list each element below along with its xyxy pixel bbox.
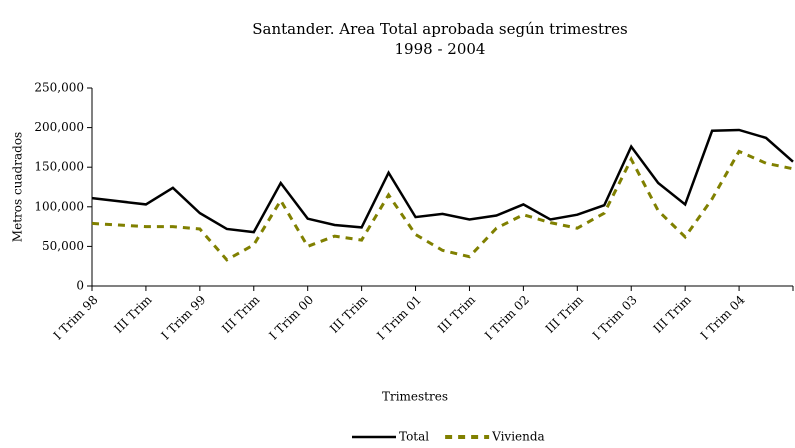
series-line — [91, 128, 794, 234]
series-line — [91, 149, 794, 262]
y-tick-label: 50,000 — [42, 239, 84, 253]
x-tick-label: III Trim — [543, 292, 587, 336]
y-tick-label: 100,000 — [34, 199, 84, 213]
x-tick-label: III Trim — [327, 292, 371, 336]
y-tick-label: 150,000 — [34, 160, 84, 174]
legend-label: Total — [399, 430, 429, 444]
x-tick-label: I Trim 99 — [159, 293, 209, 343]
x-tick-label: I Trim 98 — [51, 293, 101, 343]
x-tick-label: I Trim 00 — [266, 293, 316, 343]
chart-title: Santander. Area Total aprobada según tri… — [252, 20, 627, 38]
y-tick-label: 0 — [76, 279, 84, 293]
x-tick-label: I Trim 02 — [482, 293, 532, 343]
x-tick-label: I Trim 04 — [698, 292, 748, 342]
y-axis-label: Metros cuadrados — [11, 132, 25, 242]
y-tick-label: 250,000 — [34, 81, 84, 95]
y-tick-label: 200,000 — [34, 120, 84, 134]
x-tick-label: III Trim — [435, 292, 479, 336]
x-tick-label: III Trim — [651, 292, 695, 336]
x-tick-label: I Trim 01 — [374, 293, 424, 343]
x-tick-label: III Trim — [219, 292, 263, 336]
legend-label: Vivienda — [491, 430, 545, 444]
x-axis-label: Trimestres — [382, 390, 448, 404]
x-tick-label: I Trim 03 — [590, 293, 640, 343]
x-tick-label: III Trim — [111, 292, 155, 336]
chart-subtitle: 1998 - 2004 — [395, 40, 486, 58]
